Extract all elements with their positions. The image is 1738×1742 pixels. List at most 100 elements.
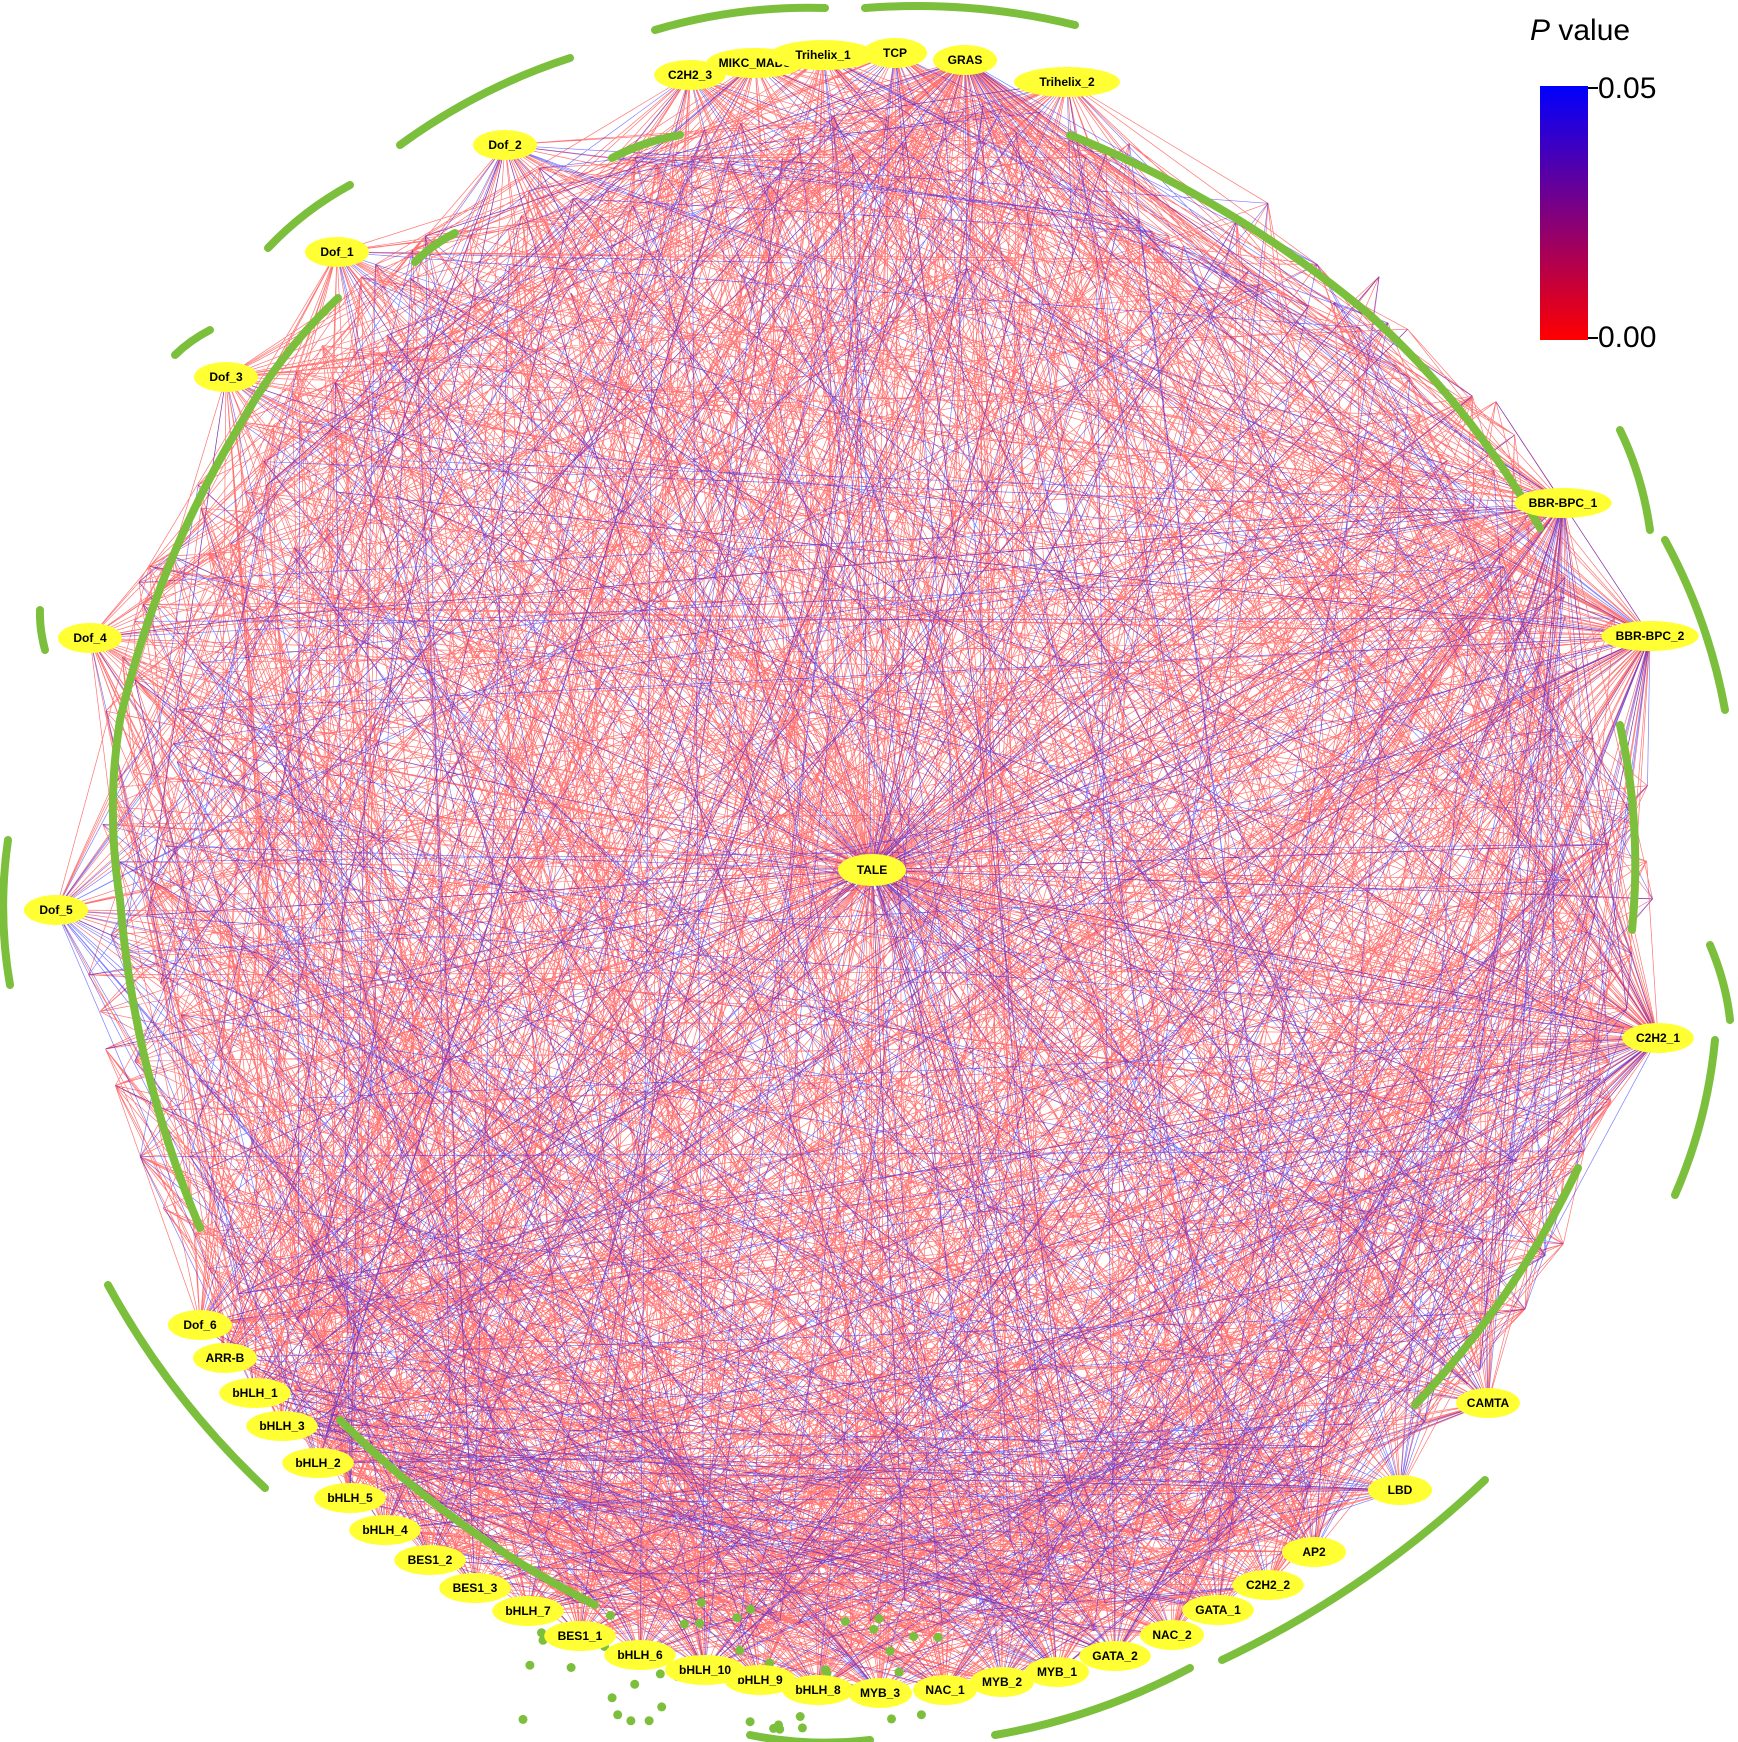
target-gene-arc bbox=[651, 3, 829, 34]
target-gene-node bbox=[765, 1658, 775, 1668]
target-gene-arc bbox=[396, 54, 574, 149]
tf-node-label: C2H2_1 bbox=[1636, 1031, 1680, 1045]
legend-max-label: 0.05 bbox=[1598, 72, 1656, 105]
tf-node: bHLH_2 bbox=[282, 1448, 354, 1478]
target-gene-node bbox=[695, 1618, 705, 1628]
tf-node-label: bHLH_10 bbox=[679, 1663, 731, 1677]
legend-min-label: 0.00 bbox=[1598, 321, 1656, 354]
tf-node-label: bHLH_9 bbox=[737, 1673, 783, 1687]
tf-node: BBR-BPC_1 bbox=[1514, 488, 1612, 518]
target-gene-node bbox=[607, 1693, 617, 1703]
tf-node-label: C2H2_3 bbox=[668, 68, 712, 82]
tf-node-label: Trihelix_2 bbox=[1039, 75, 1095, 89]
target-gene-arc bbox=[1218, 1476, 1489, 1664]
tf-node-label: bHLH_2 bbox=[295, 1456, 341, 1470]
tf-node: bHLH_5 bbox=[314, 1483, 386, 1513]
tf-node: C2H2_3 bbox=[654, 60, 726, 90]
tf-node: bHLH_4 bbox=[349, 1515, 421, 1545]
tf-node-label: GRAS bbox=[948, 53, 983, 67]
target-gene-arc bbox=[336, 1416, 599, 1609]
tf-node-label: C2H2_2 bbox=[1246, 1578, 1290, 1592]
tf-node: C2H2_2 bbox=[1232, 1570, 1304, 1600]
target-gene-node bbox=[655, 1669, 665, 1679]
tf-node: MYB_1 bbox=[1025, 1657, 1089, 1687]
tf-node: BES1_3 bbox=[439, 1573, 511, 1603]
target-gene-node bbox=[735, 1645, 745, 1655]
target-gene-node bbox=[746, 1604, 755, 1614]
tf-node: bHLH_3 bbox=[246, 1411, 318, 1441]
tf-node-label: Dof_4 bbox=[73, 631, 107, 645]
tf-node: Dof_4 bbox=[58, 623, 122, 653]
tf-node: CAMTA bbox=[1456, 1388, 1520, 1418]
target-gene-node bbox=[613, 1710, 623, 1720]
legend-color-bar bbox=[1540, 86, 1588, 340]
tf-node: LBD bbox=[1368, 1475, 1432, 1505]
target-gene-node bbox=[869, 1624, 879, 1634]
tf-node: Dof_2 bbox=[473, 130, 537, 160]
tf-node: GRAS bbox=[933, 45, 997, 75]
target-gene-node bbox=[916, 1710, 926, 1720]
tf-node-label: LBD bbox=[1388, 1483, 1413, 1497]
target-gene-arc bbox=[1616, 426, 1654, 534]
tf-node: Dof_5 bbox=[24, 895, 88, 925]
target-gene-node bbox=[679, 1619, 689, 1629]
target-gene-node bbox=[885, 1646, 895, 1656]
tf-node-label: CAMTA bbox=[1467, 1396, 1510, 1410]
tf-node: Dof_1 bbox=[305, 237, 369, 267]
tf-node-label: TCP bbox=[883, 46, 907, 60]
tf-node-label: BES1_2 bbox=[408, 1553, 453, 1567]
target-gene-arc bbox=[991, 1664, 1194, 1739]
target-gene-node bbox=[657, 1702, 667, 1712]
target-gene-node bbox=[874, 1614, 884, 1624]
target-gene-arc bbox=[1066, 131, 1374, 319]
tf-node: BES1_1 bbox=[544, 1621, 616, 1651]
target-gene-arc bbox=[411, 229, 459, 266]
tf-node: AP2 bbox=[1282, 1537, 1346, 1567]
legend-title: P value bbox=[1530, 14, 1630, 47]
tf-node-label: MYB_3 bbox=[860, 1686, 900, 1700]
tf-node-label: bHLH_1 bbox=[232, 1386, 278, 1400]
tf-node-label: BES1_3 bbox=[453, 1581, 498, 1595]
tf-node: NAC_1 bbox=[913, 1675, 977, 1705]
tf-node: Dof_3 bbox=[194, 362, 258, 392]
target-gene-arc bbox=[171, 326, 214, 359]
target-gene-arc bbox=[236, 294, 342, 429]
target-gene-node bbox=[933, 1632, 943, 1642]
tf-node-label: Dof_5 bbox=[39, 903, 73, 917]
tf-node-label: Dof_3 bbox=[209, 370, 243, 384]
tf-node-label: bHLH_4 bbox=[362, 1523, 408, 1537]
target-gene-node bbox=[840, 1616, 850, 1626]
tf-node-label: Dof_6 bbox=[183, 1318, 217, 1332]
tf-node: Trihelix_2 bbox=[1014, 67, 1120, 97]
tf-node-label: NAC_2 bbox=[1152, 1628, 1192, 1642]
tf-node-label: bHLH_7 bbox=[505, 1604, 551, 1618]
tf-node: TCP bbox=[863, 38, 927, 68]
target-gene-node bbox=[894, 1667, 904, 1677]
tf-node: BBR-BPC_2 bbox=[1601, 621, 1699, 651]
target-gene-arc bbox=[746, 1731, 874, 1742]
tf-node: BES1_2 bbox=[394, 1545, 466, 1575]
marginal-edges bbox=[55, 52, 1659, 1694]
tf-node: Dof_6 bbox=[168, 1310, 232, 1340]
tf-node-label: BBR-BPC_1 bbox=[1529, 496, 1598, 510]
target-gene-arc bbox=[0, 836, 14, 989]
tf-node: ARR-B bbox=[193, 1343, 257, 1373]
tf-node-label: GATA_1 bbox=[1195, 1603, 1241, 1617]
legend: P value 0.05 0.00 bbox=[1530, 14, 1656, 354]
target-gene-node bbox=[909, 1632, 919, 1641]
target-gene-node bbox=[626, 1716, 636, 1726]
tf-node-label: MYB_2 bbox=[982, 1675, 1022, 1689]
tf-node-label: bHLH_5 bbox=[327, 1491, 373, 1505]
tf-node-label: MYB_1 bbox=[1037, 1665, 1077, 1679]
tf-node-label: AP2 bbox=[1302, 1545, 1326, 1559]
target-gene-node bbox=[566, 1663, 576, 1672]
target-gene-arc bbox=[608, 131, 684, 162]
tf-node-label: Dof_1 bbox=[320, 245, 354, 259]
tf-node-label: ARR-B bbox=[206, 1351, 245, 1365]
tf-node-label: NAC_1 bbox=[925, 1683, 965, 1697]
tf-node: bHLH_7 bbox=[492, 1596, 564, 1626]
tf-node-label: Trihelix_1 bbox=[795, 48, 851, 62]
tf-node-label: TALE bbox=[857, 863, 887, 877]
